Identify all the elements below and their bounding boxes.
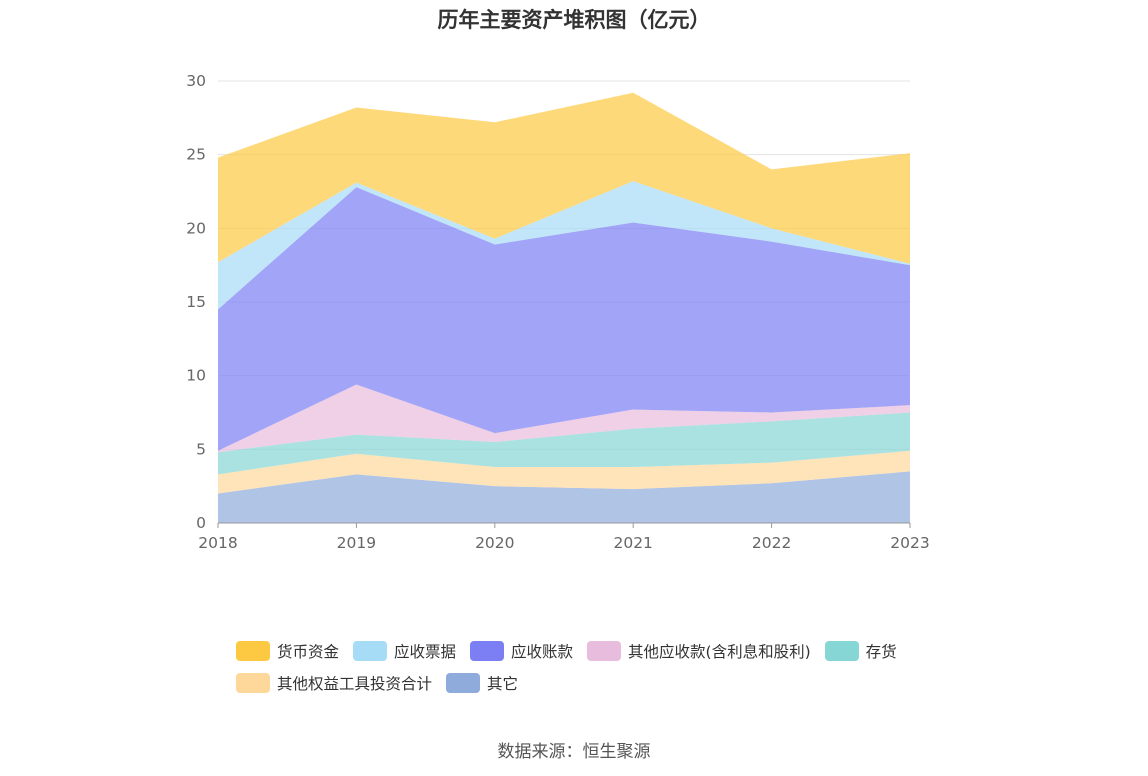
series-areas (218, 92, 910, 523)
legend-label: 应收账款 (511, 643, 574, 661)
legend-item[interactable]: 货币资金 (236, 640, 339, 662)
legend-swatch (236, 673, 270, 693)
legend-label: 其它 (487, 675, 519, 693)
y-tick-label: 30 (186, 72, 206, 90)
legend-label: 应收票据 (394, 643, 457, 661)
y-tick-label: 0 (196, 514, 206, 532)
x-tick-label: 2022 (752, 534, 791, 552)
y-tick-label: 20 (186, 219, 206, 237)
x-tick-label: 2019 (337, 534, 376, 552)
legend-label: 货币资金 (277, 643, 340, 661)
legend-label: 存货 (865, 643, 897, 661)
legend: 货币资金 应收票据 应收账款 其他应收款(含利息和股利) 存货其他权益工具投资合计 其它 (236, 640, 936, 694)
legend-item[interactable]: 其他应收款(含利息和股利) (587, 640, 811, 662)
area-series-0 (218, 471, 910, 523)
legend-swatch (446, 673, 481, 693)
area-series-6 (218, 92, 910, 264)
y-tick-label: 15 (186, 293, 206, 311)
x-tick-label: 2021 (613, 534, 652, 552)
area-series-3 (218, 384, 910, 453)
legend-label: 其他权益工具投资合计 (277, 675, 433, 693)
legend-swatch (587, 641, 622, 661)
y-tick-label: 25 (186, 146, 206, 164)
legend-label: 其他应收款(含利息和股利) (628, 643, 811, 661)
legend-swatch (470, 641, 505, 661)
y-tick-label: 5 (196, 440, 206, 458)
x-tick-label: 2023 (890, 534, 929, 552)
chart-title: 历年主要资产堆积图（亿元） (437, 8, 711, 32)
axes: 0 5 10 15 20 25 30 2018 2019 2020 2021 2022 2023 (186, 72, 929, 552)
source-note: 数据来源：恒生聚源 (497, 742, 651, 762)
legend-item[interactable]: 应收票据 (353, 640, 456, 662)
legend-swatch (353, 641, 388, 661)
y-tick-label: 10 (186, 367, 206, 385)
x-tick-label: 2020 (475, 534, 514, 552)
area-series-2 (218, 412, 910, 475)
legend-item[interactable]: 其它 (446, 672, 518, 694)
legend-swatch (824, 641, 859, 661)
legend-item[interactable]: 其他权益工具投资合计 (236, 672, 432, 694)
legend-swatch (236, 641, 270, 661)
legend-item[interactable]: 存货 (824, 640, 897, 662)
x-tick-label: 2018 (198, 534, 237, 552)
stacked-area-chart: 0 5 10 15 20 25 30 2018 2019 2020 2021 2022 2023 (186, 72, 929, 552)
area-series-1 (218, 450, 910, 494)
legend-item[interactable]: 应收账款 (470, 640, 573, 662)
area-series-4 (218, 187, 910, 451)
